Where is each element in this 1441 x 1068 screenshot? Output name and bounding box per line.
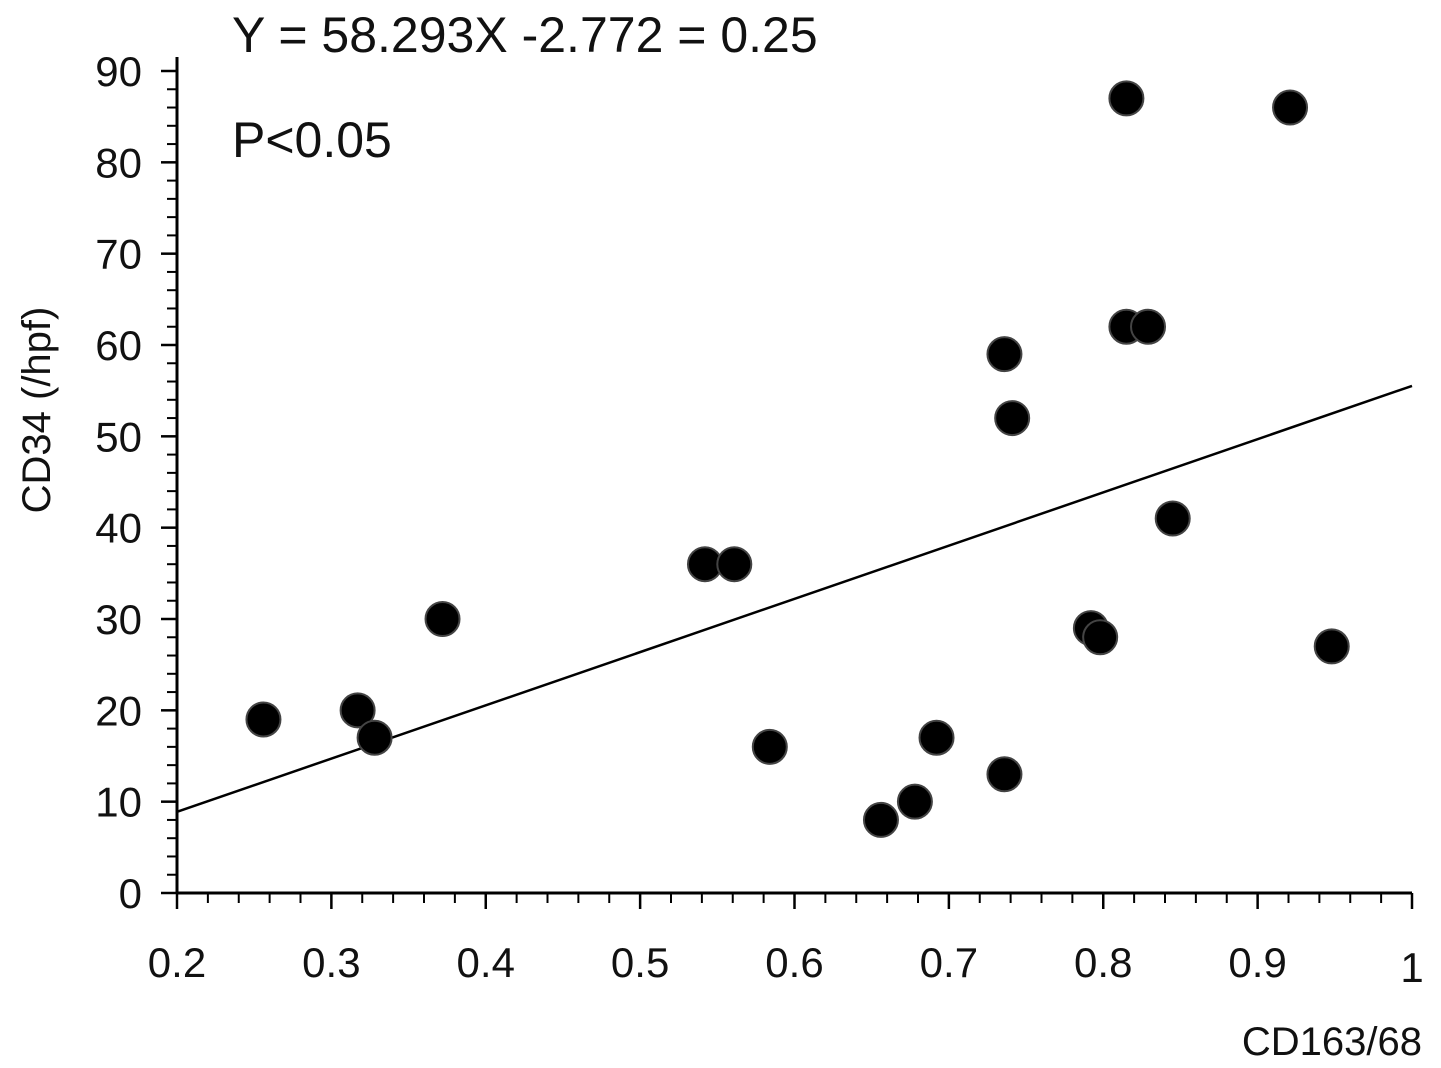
x-tick-label: 0.3	[302, 939, 360, 986]
x-tick-label: 0.5	[611, 939, 669, 986]
data-point	[245, 701, 282, 738]
y-tick-label: 20	[95, 687, 142, 734]
x-tick-label: 1	[1400, 944, 1423, 991]
x-tick-label: 0.4	[457, 939, 515, 986]
y-axis-title: CD34 (/hpf)	[15, 307, 59, 514]
data-point	[356, 719, 393, 756]
data-point	[994, 400, 1031, 437]
x-tick-label: 0.7	[920, 939, 978, 986]
data-point	[1154, 500, 1191, 537]
y-tick-label: 70	[95, 231, 142, 278]
pvalue-annotation: P<0.05	[232, 112, 392, 168]
x-axis: 0.2 0.3 0.4 0.5 0.6 0.7 0.8 0.9 1	[148, 891, 1424, 991]
x-ticks: 0.2 0.3 0.4 0.5 0.6 0.7 0.8 0.9 1	[148, 893, 1424, 991]
data-point	[339, 692, 376, 729]
y-tick-label: 50	[95, 413, 142, 460]
x-axis-title: CD163/68	[1242, 1020, 1422, 1064]
data-points	[245, 80, 1350, 838]
x-tick-label: 0.8	[1074, 939, 1132, 986]
y-tick-label: 90	[95, 48, 142, 95]
y-axis: 0 10 20 30 40 50 60 70 80 90	[95, 48, 179, 917]
data-point	[1108, 80, 1145, 117]
data-point	[424, 601, 461, 637]
y-tick-label: 80	[95, 139, 142, 186]
equation-annotation: Y = 58.293X -2.772 = 0.25	[232, 7, 818, 63]
x-tick-label: 0.2	[148, 939, 206, 986]
data-point	[986, 336, 1023, 373]
data-point	[751, 728, 788, 765]
data-point	[862, 801, 899, 838]
data-point	[1272, 89, 1309, 126]
data-point	[896, 783, 933, 820]
x-tick-label: 0.9	[1228, 939, 1286, 986]
y-ticks: 0 10 20 30 40 50 60 70 80 90	[95, 48, 177, 917]
y-tick-label: 60	[95, 322, 142, 369]
data-point	[1313, 628, 1350, 665]
data-point	[918, 719, 955, 756]
data-point	[1130, 308, 1167, 345]
y-tick-label: 0	[119, 870, 142, 917]
data-point	[1082, 619, 1119, 656]
x-tick-label: 0.6	[765, 939, 823, 986]
data-point	[716, 546, 753, 583]
y-tick-label: 30	[95, 596, 142, 643]
y-tick-label: 10	[95, 779, 142, 826]
data-point	[986, 756, 1023, 793]
y-tick-label: 40	[95, 505, 142, 552]
